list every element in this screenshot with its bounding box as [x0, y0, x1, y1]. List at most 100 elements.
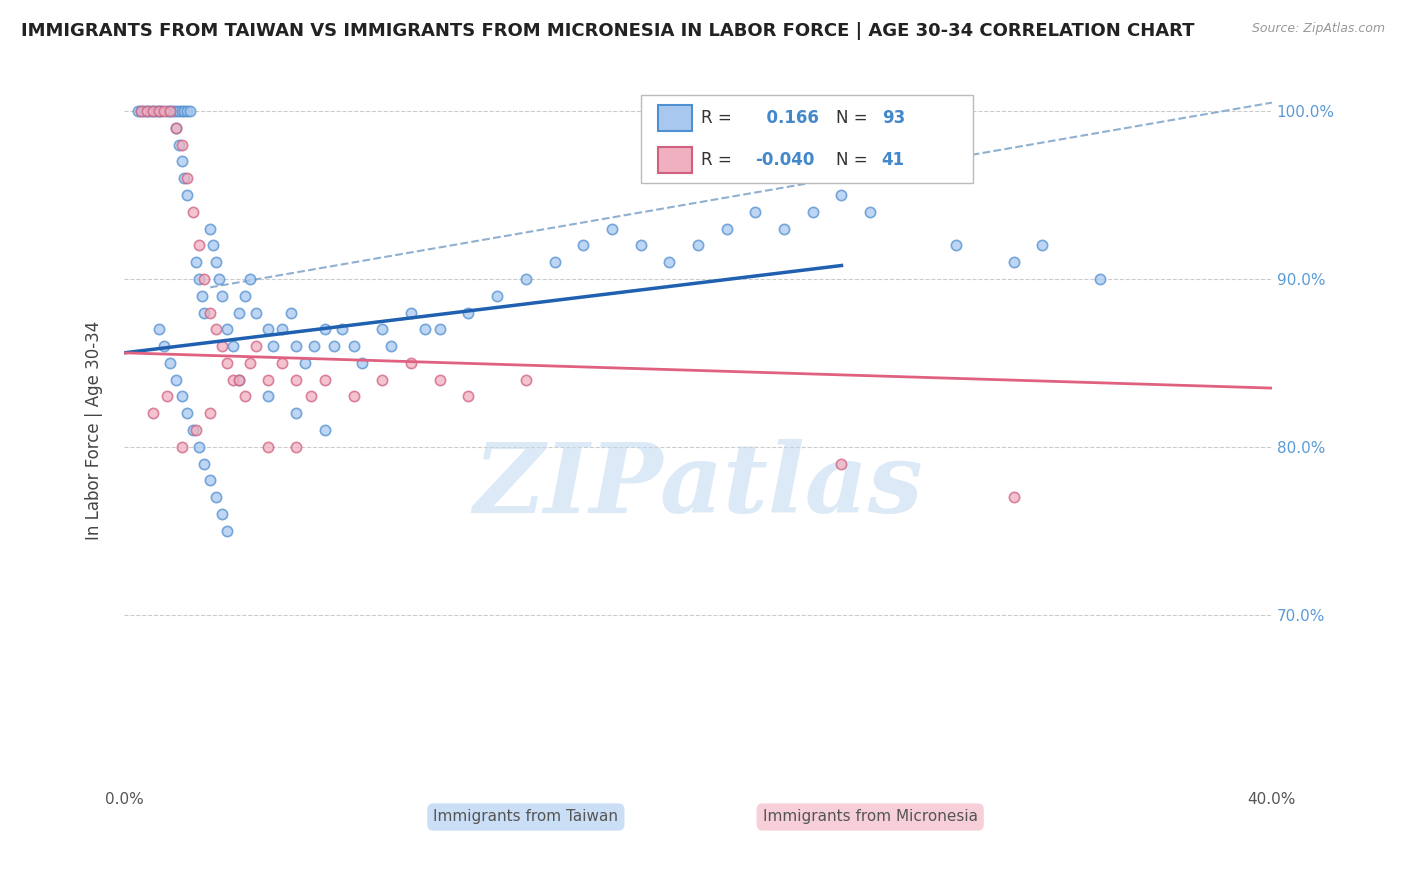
Text: N =: N =: [835, 152, 868, 169]
Point: [127, 103, 149, 118]
Point: [271, 356, 294, 370]
Point: [256, 322, 278, 336]
Point: [256, 373, 278, 387]
Point: [176, 103, 198, 118]
Point: [945, 238, 967, 252]
Point: [211, 289, 233, 303]
Point: [256, 389, 278, 403]
Point: [187, 440, 209, 454]
Point: [211, 507, 233, 521]
Point: [190, 289, 212, 303]
Point: [1031, 238, 1053, 252]
Point: [181, 204, 204, 219]
Point: [830, 457, 852, 471]
Point: [200, 305, 222, 319]
Point: [1002, 255, 1025, 269]
Point: [142, 103, 165, 118]
Point: [630, 238, 652, 252]
Point: [228, 305, 250, 319]
Point: [352, 356, 374, 370]
Text: IMMIGRANTS FROM TAIWAN VS IMMIGRANTS FROM MICRONESIA IN LABOR FORCE | AGE 30-34 : IMMIGRANTS FROM TAIWAN VS IMMIGRANTS FRO…: [21, 22, 1195, 40]
Y-axis label: In Labor Force | Age 30-34: In Labor Force | Age 30-34: [86, 320, 103, 540]
Point: [173, 103, 195, 118]
Point: [1088, 272, 1111, 286]
Point: [148, 103, 170, 118]
Point: [193, 272, 215, 286]
Point: [773, 221, 796, 235]
Point: [285, 373, 308, 387]
Point: [165, 120, 187, 135]
Point: [179, 103, 201, 118]
Point: [217, 322, 239, 336]
Point: [205, 322, 228, 336]
Point: [280, 305, 302, 319]
Text: Immigrants from Taiwan: Immigrants from Taiwan: [433, 810, 619, 824]
Point: [830, 188, 852, 202]
FancyBboxPatch shape: [641, 95, 973, 183]
Point: [658, 255, 681, 269]
Point: [217, 524, 239, 538]
Point: [200, 474, 222, 488]
Point: [322, 339, 344, 353]
Point: [486, 289, 509, 303]
Point: [744, 204, 766, 219]
Point: [343, 389, 366, 403]
Text: 93: 93: [882, 109, 905, 127]
Point: [153, 339, 176, 353]
Point: [314, 373, 336, 387]
Point: [271, 322, 294, 336]
Point: [222, 373, 245, 387]
Point: [170, 440, 193, 454]
Point: [262, 339, 284, 353]
Point: [159, 356, 181, 370]
Point: [515, 272, 537, 286]
Point: [457, 305, 479, 319]
FancyBboxPatch shape: [658, 105, 692, 131]
Point: [145, 103, 167, 118]
Point: [716, 221, 738, 235]
Point: [165, 120, 187, 135]
Point: [330, 322, 353, 336]
Point: [136, 103, 159, 118]
Point: [134, 103, 156, 118]
Point: [371, 373, 394, 387]
Point: [429, 322, 451, 336]
Text: ZIPatlas: ZIPatlas: [474, 440, 922, 533]
Point: [211, 339, 233, 353]
Text: Immigrants from Micronesia: Immigrants from Micronesia: [762, 810, 977, 824]
Point: [202, 238, 225, 252]
Point: [167, 103, 190, 118]
Point: [314, 423, 336, 437]
Point: [150, 103, 173, 118]
Point: [1002, 490, 1025, 504]
Point: [176, 406, 198, 420]
Point: [156, 389, 179, 403]
Point: [165, 103, 187, 118]
Point: [187, 272, 209, 286]
Point: [543, 255, 565, 269]
Point: [686, 238, 709, 252]
Text: 41: 41: [882, 152, 905, 169]
Point: [343, 339, 366, 353]
Point: [600, 221, 623, 235]
Point: [167, 137, 190, 152]
Point: [131, 103, 153, 118]
Text: R =: R =: [702, 152, 733, 169]
Text: N =: N =: [835, 109, 868, 127]
Point: [380, 339, 402, 353]
Point: [399, 356, 422, 370]
Point: [193, 305, 215, 319]
Point: [859, 204, 882, 219]
Point: [170, 137, 193, 152]
Point: [176, 188, 198, 202]
Point: [208, 272, 231, 286]
Point: [233, 289, 256, 303]
Point: [285, 406, 308, 420]
Point: [285, 440, 308, 454]
Point: [371, 322, 394, 336]
Point: [142, 103, 165, 118]
Text: Source: ZipAtlas.com: Source: ZipAtlas.com: [1251, 22, 1385, 36]
Point: [170, 103, 193, 118]
FancyBboxPatch shape: [658, 147, 692, 173]
Point: [302, 339, 325, 353]
